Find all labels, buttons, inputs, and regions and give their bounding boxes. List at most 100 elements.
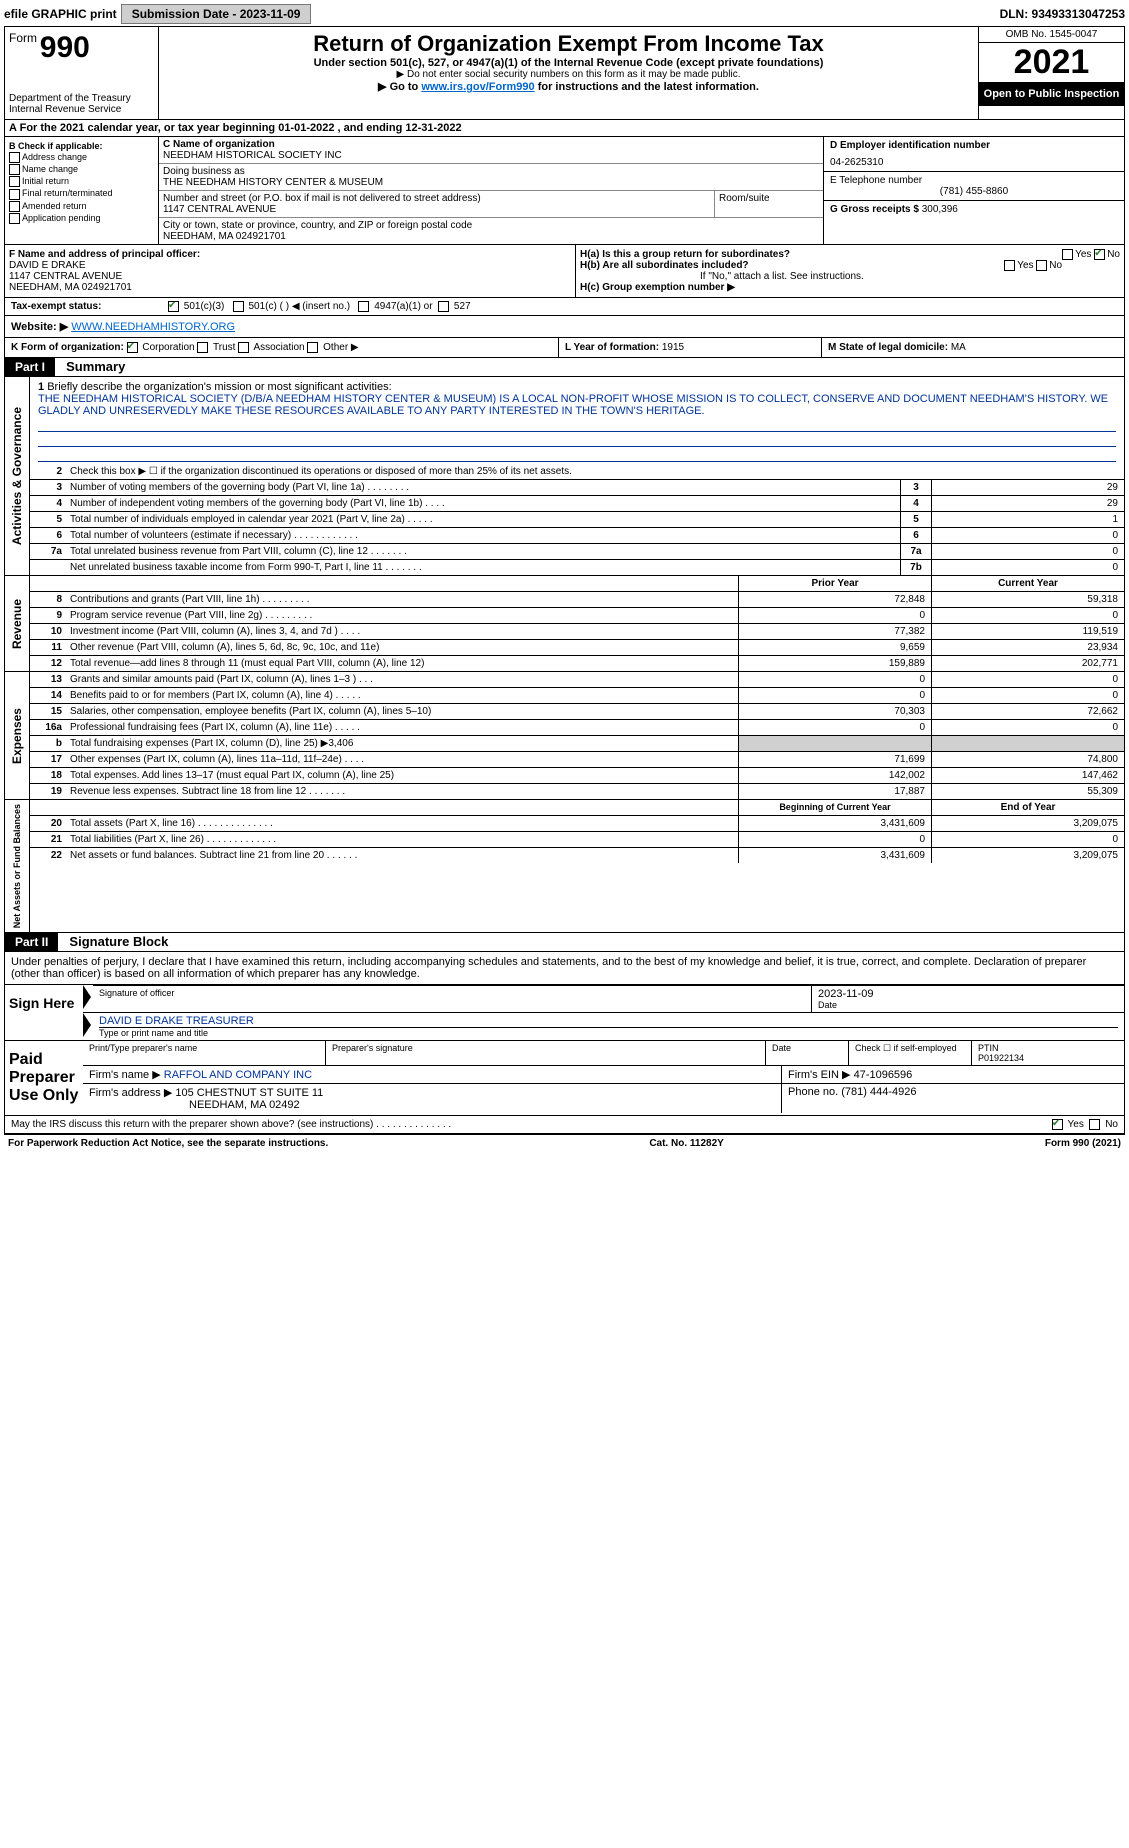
mission-text: THE NEEDHAM HISTORICAL SOCIETY (D/B/A NE… (38, 393, 1108, 417)
q2-text: Check this box ▶ ☐ if the organization d… (66, 464, 1124, 479)
n6: 6 (30, 528, 66, 543)
submission-date-button[interactable]: Submission Date - 2023-11-09 (121, 4, 312, 24)
chk-discuss-yes[interactable] (1052, 1119, 1063, 1130)
discuss-row: May the IRS discuss this return with the… (5, 1116, 1124, 1134)
c12: 202,771 (931, 656, 1124, 671)
footer-form: Form 990 (2021) (1045, 1138, 1121, 1149)
chk-initial-return[interactable] (9, 176, 20, 187)
side-revenue: Revenue (8, 595, 26, 653)
open-inspection-badge: Open to Public Inspection (979, 82, 1124, 106)
c19: 55,309 (931, 784, 1124, 799)
p14: 0 (738, 688, 931, 703)
col-b-header: B Check if applicable: (9, 141, 154, 151)
firm-addr1: 105 CHESTNUT ST SUITE 11 (175, 1087, 323, 1099)
v4: 29 (931, 496, 1124, 511)
arrow-icon (83, 985, 91, 1009)
footer-pra: For Paperwork Reduction Act Notice, see … (8, 1138, 328, 1149)
b6: 6 (900, 528, 931, 543)
chk-4947[interactable] (358, 301, 369, 312)
c20: 3,209,075 (931, 816, 1124, 831)
form-word: Form (9, 31, 37, 45)
chk-amended[interactable] (9, 201, 20, 212)
firm-name: RAFFOL AND COMPANY INC (164, 1069, 312, 1081)
row-a-text: For the 2021 calendar year, or tax year … (20, 122, 462, 134)
n15: 15 (30, 704, 66, 719)
discuss-text: May the IRS discuss this return with the… (11, 1119, 451, 1130)
website-link[interactable]: WWW.NEEDHAMHISTORY.ORG (71, 321, 235, 333)
n7a: 7a (30, 544, 66, 559)
p19: 17,887 (738, 784, 931, 799)
d13: Grants and similar amounts paid (Part IX… (66, 672, 738, 687)
v5: 1 (931, 512, 1124, 527)
lbl-trust: Trust (213, 342, 235, 353)
row-m-value: MA (951, 342, 966, 353)
org-name: NEEDHAM HISTORICAL SOCIETY INC (163, 150, 819, 161)
discuss-yes: Yes (1068, 1120, 1084, 1131)
treasury-dept: Department of the Treasury (9, 93, 154, 104)
b7b: 7b (900, 560, 931, 575)
n16b: b (30, 736, 66, 751)
chk-501c3[interactable] (168, 301, 179, 312)
side-net-assets: Net Assets or Fund Balances (10, 800, 24, 932)
c14: 0 (931, 688, 1124, 703)
d10: Investment income (Part VIII, column (A)… (66, 624, 738, 639)
irs-link[interactable]: www.irs.gov/Form990 (421, 81, 534, 93)
v6: 0 (931, 528, 1124, 543)
street-value: 1147 CENTRAL AVENUE (163, 204, 276, 215)
chk-501c[interactable] (233, 301, 244, 312)
column-b-checkboxes: B Check if applicable: Address change Na… (5, 137, 159, 244)
c15: 72,662 (931, 704, 1124, 719)
chk-application-pending[interactable] (9, 213, 20, 224)
mission-line3 (38, 447, 1116, 462)
d4: Number of independent voting members of … (66, 496, 900, 511)
irs-label: Internal Revenue Service (9, 104, 154, 115)
form-number: 990 (40, 31, 90, 64)
b5: 5 (900, 512, 931, 527)
c16a: 0 (931, 720, 1124, 735)
chk-discuss-no[interactable] (1089, 1119, 1100, 1130)
b4: 4 (900, 496, 931, 511)
c16b (931, 736, 1124, 751)
firm-name-label: Firm's name ▶ (89, 1069, 161, 1081)
chk-hb-yes[interactable] (1004, 260, 1015, 271)
c18: 147,462 (931, 768, 1124, 783)
p18: 142,002 (738, 768, 931, 783)
footer-cat: Cat. No. 11282Y (649, 1138, 723, 1149)
chk-other[interactable] (307, 342, 318, 353)
row-k-label: K Form of organization: (11, 342, 124, 353)
chk-name-change[interactable] (9, 164, 20, 175)
ssn-notice: ▶ Do not enter social security numbers o… (163, 69, 974, 80)
lbl-final-return: Final return/terminated (22, 188, 113, 198)
d19: Revenue less expenses. Subtract line 18 … (66, 784, 738, 799)
n22: 22 (30, 848, 66, 863)
side-expenses: Expenses (8, 704, 26, 768)
d18: Total expenses. Add lines 13–17 (must eq… (66, 768, 738, 783)
n7b (30, 560, 66, 575)
org-name-label: C Name of organization (163, 139, 819, 150)
chk-address-change[interactable] (9, 152, 20, 163)
chk-ha-yes[interactable] (1062, 249, 1073, 260)
sign-here-label: Sign Here (5, 985, 83, 1040)
part-ii-title: Signature Block (69, 932, 168, 951)
goto-line: ▶ Go to www.irs.gov/Form990 for instruct… (163, 80, 974, 93)
city-label: City or town, state or province, country… (163, 220, 819, 231)
hdr-boy: Beginning of Current Year (738, 800, 931, 815)
chk-ha-no[interactable] (1094, 249, 1105, 260)
chk-association[interactable] (238, 342, 249, 353)
p12: 159,889 (738, 656, 931, 671)
chk-527[interactable] (438, 301, 449, 312)
p11: 9,659 (738, 640, 931, 655)
dln-label: DLN: 93493313047253 (1000, 7, 1125, 21)
chk-corporation[interactable] (127, 342, 138, 353)
officer-name: DAVID E DRAKE (9, 260, 571, 271)
prep-selfemp: Check ☐ if self-employed (849, 1041, 972, 1065)
tax-year: 2021 (979, 43, 1124, 82)
ptin-label: PTIN (978, 1043, 999, 1053)
c22: 3,209,075 (931, 848, 1124, 863)
efile-topbar: efile GRAPHIC print Submission Date - 20… (4, 4, 1125, 24)
efile-label: efile GRAPHIC print (4, 7, 117, 21)
chk-final-return[interactable] (9, 189, 20, 200)
p9: 0 (738, 608, 931, 623)
chk-hb-no[interactable] (1036, 260, 1047, 271)
chk-trust[interactable] (197, 342, 208, 353)
